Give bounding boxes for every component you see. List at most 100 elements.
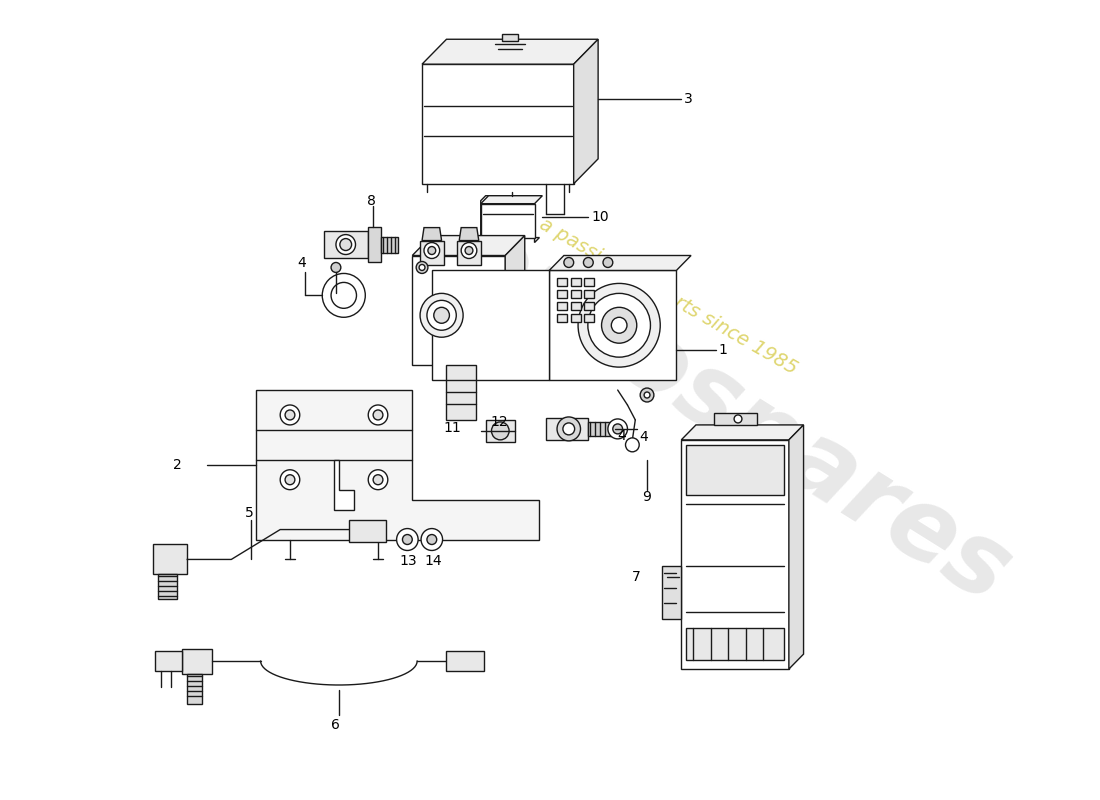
Polygon shape [574, 39, 598, 184]
Circle shape [285, 410, 295, 420]
Circle shape [285, 474, 295, 485]
Polygon shape [458, 241, 481, 266]
Circle shape [433, 307, 450, 323]
Polygon shape [549, 255, 691, 270]
Text: 10: 10 [592, 210, 609, 224]
Circle shape [465, 246, 473, 254]
Circle shape [564, 258, 574, 267]
Circle shape [368, 405, 388, 425]
Polygon shape [183, 649, 211, 674]
Text: 11: 11 [443, 421, 461, 435]
Polygon shape [505, 235, 525, 365]
Polygon shape [503, 34, 518, 42]
Polygon shape [447, 365, 476, 420]
Polygon shape [588, 422, 613, 436]
Polygon shape [662, 566, 681, 618]
Circle shape [427, 534, 437, 545]
Circle shape [340, 238, 352, 250]
Circle shape [587, 294, 650, 357]
Bar [571, 278, 581, 286]
Circle shape [613, 424, 623, 434]
Polygon shape [187, 674, 202, 704]
Text: 2: 2 [173, 458, 182, 472]
Circle shape [583, 258, 593, 267]
Text: 4: 4 [639, 430, 648, 444]
Circle shape [403, 534, 412, 545]
Polygon shape [422, 228, 441, 241]
Bar [349, 519, 386, 542]
Circle shape [373, 474, 383, 485]
Circle shape [419, 265, 425, 270]
Text: 8: 8 [367, 194, 376, 208]
Bar [155, 651, 183, 671]
Circle shape [734, 415, 741, 423]
Circle shape [420, 294, 463, 338]
Polygon shape [481, 196, 542, 204]
Bar [557, 314, 566, 322]
Text: 7: 7 [631, 570, 640, 584]
Polygon shape [681, 425, 804, 440]
Text: 14: 14 [424, 554, 441, 569]
Polygon shape [420, 241, 443, 266]
Polygon shape [481, 196, 539, 242]
Circle shape [603, 258, 613, 267]
Polygon shape [422, 64, 574, 184]
Circle shape [608, 419, 627, 439]
Circle shape [612, 318, 627, 334]
Circle shape [492, 422, 509, 440]
Polygon shape [368, 226, 381, 262]
Bar [686, 628, 784, 660]
Circle shape [331, 282, 356, 308]
Circle shape [424, 242, 440, 258]
Polygon shape [412, 255, 505, 365]
Text: 4: 4 [298, 257, 307, 270]
Polygon shape [681, 440, 789, 669]
Text: 4: 4 [618, 429, 626, 443]
Text: 1: 1 [718, 343, 727, 357]
Polygon shape [324, 230, 369, 258]
Bar [571, 290, 581, 298]
Text: 6: 6 [331, 718, 340, 732]
Text: 9: 9 [642, 490, 651, 504]
Circle shape [640, 388, 653, 402]
Polygon shape [158, 574, 177, 599]
Circle shape [645, 392, 650, 398]
Bar [584, 314, 594, 322]
Circle shape [322, 274, 365, 318]
Polygon shape [481, 204, 535, 238]
Circle shape [336, 234, 355, 254]
Polygon shape [255, 390, 539, 539]
Circle shape [563, 423, 574, 435]
Circle shape [331, 262, 341, 273]
Circle shape [461, 242, 476, 258]
Circle shape [428, 246, 436, 254]
Circle shape [416, 262, 428, 274]
Text: 3: 3 [684, 92, 693, 106]
Polygon shape [485, 420, 515, 442]
Circle shape [421, 529, 442, 550]
Bar [571, 314, 581, 322]
Polygon shape [153, 545, 187, 574]
Text: 5: 5 [245, 506, 254, 520]
Bar [557, 302, 566, 310]
Bar [557, 278, 566, 286]
Bar [686, 445, 784, 495]
Circle shape [579, 283, 660, 367]
Circle shape [280, 405, 300, 425]
Text: 12: 12 [491, 415, 508, 429]
Circle shape [368, 470, 388, 490]
Polygon shape [412, 235, 525, 255]
Polygon shape [547, 418, 589, 440]
Polygon shape [422, 39, 598, 64]
Bar [571, 302, 581, 310]
Polygon shape [432, 270, 549, 380]
Circle shape [626, 438, 639, 452]
Text: a passion for parts since 1985: a passion for parts since 1985 [537, 214, 801, 378]
Bar [584, 302, 594, 310]
Bar [714, 413, 757, 425]
Polygon shape [789, 425, 804, 669]
Circle shape [397, 529, 418, 550]
Circle shape [557, 417, 581, 441]
Polygon shape [334, 460, 353, 510]
Text: 13: 13 [399, 554, 417, 569]
